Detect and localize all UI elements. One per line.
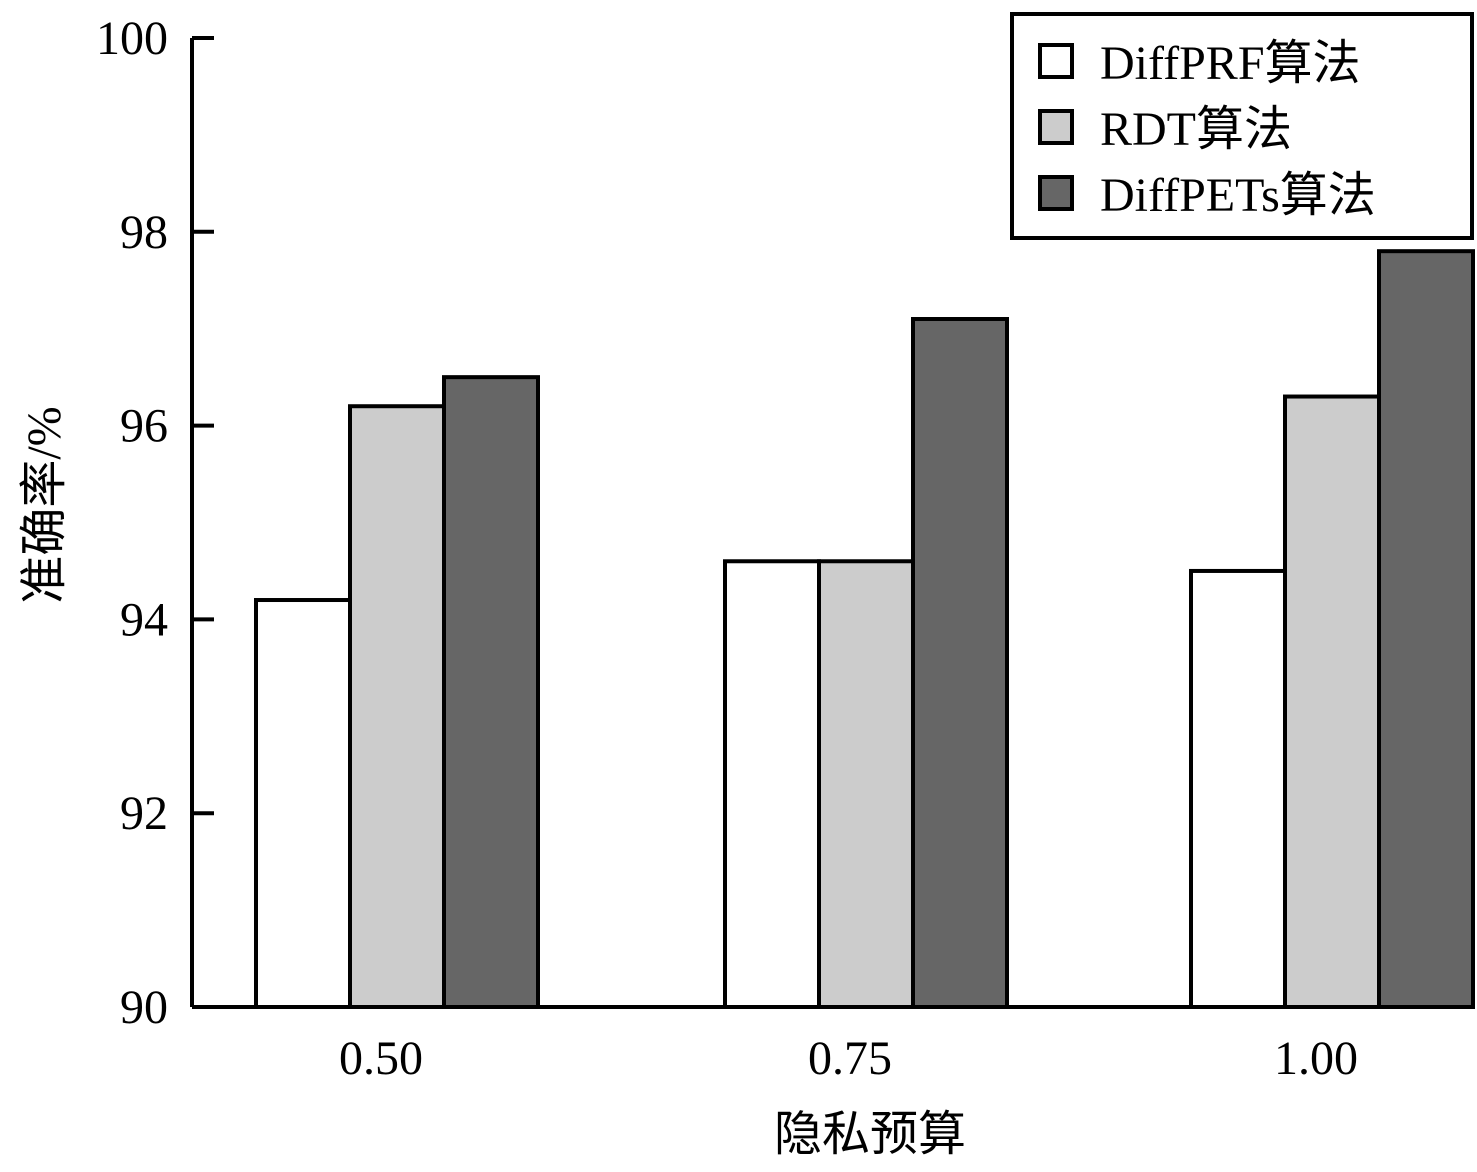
- legend-label-3: DiffPETs算法: [1100, 169, 1376, 222]
- legend-swatch-2: [1038, 109, 1074, 145]
- bar-3-0.50: [442, 375, 540, 1009]
- bar-3-0.75: [911, 317, 1009, 1009]
- y-tick-label: 100: [96, 12, 168, 65]
- legend-label-2: RDT算法: [1100, 103, 1292, 156]
- y-ticks-group: 90 92 94 96 98 100: [96, 12, 214, 1034]
- bar-2-0.75: [817, 559, 915, 1009]
- x-ticks-group: 0.50 0.75 1.00: [339, 1032, 1358, 1085]
- y-axis-title: 准确率/%: [18, 406, 71, 603]
- y-tick-label: 98: [120, 206, 168, 259]
- bar-3-1.00: [1377, 249, 1475, 1009]
- legend-box: [1010, 12, 1474, 240]
- bar-1-0.75: [723, 559, 821, 1009]
- x-axis-title: 隐私预算: [774, 1108, 966, 1161]
- legend-label-1: DiffPRF算法: [1100, 37, 1361, 90]
- x-tick-label: 0.50: [339, 1032, 423, 1085]
- bar-1-1.00: [1189, 568, 1287, 1009]
- x-tick-label: 1.00: [1274, 1032, 1358, 1085]
- y-tick-label: 92: [120, 787, 168, 840]
- bar-2-1.00: [1283, 394, 1381, 1009]
- bar-2-0.50: [348, 404, 446, 1010]
- y-tick-label: 96: [120, 400, 168, 453]
- legend-swatch-3: [1038, 175, 1074, 211]
- legend: DiffPRF算法 RDT算法 DiffPETs算法: [1010, 12, 1474, 240]
- bars-group: [254, 249, 1475, 1010]
- x-tick-label: 0.75: [808, 1032, 892, 1085]
- legend-swatch-1: [1038, 43, 1074, 79]
- y-tick-label: 90: [120, 981, 168, 1034]
- bar-1-0.50: [254, 598, 352, 1010]
- y-tick-label: 94: [120, 593, 168, 646]
